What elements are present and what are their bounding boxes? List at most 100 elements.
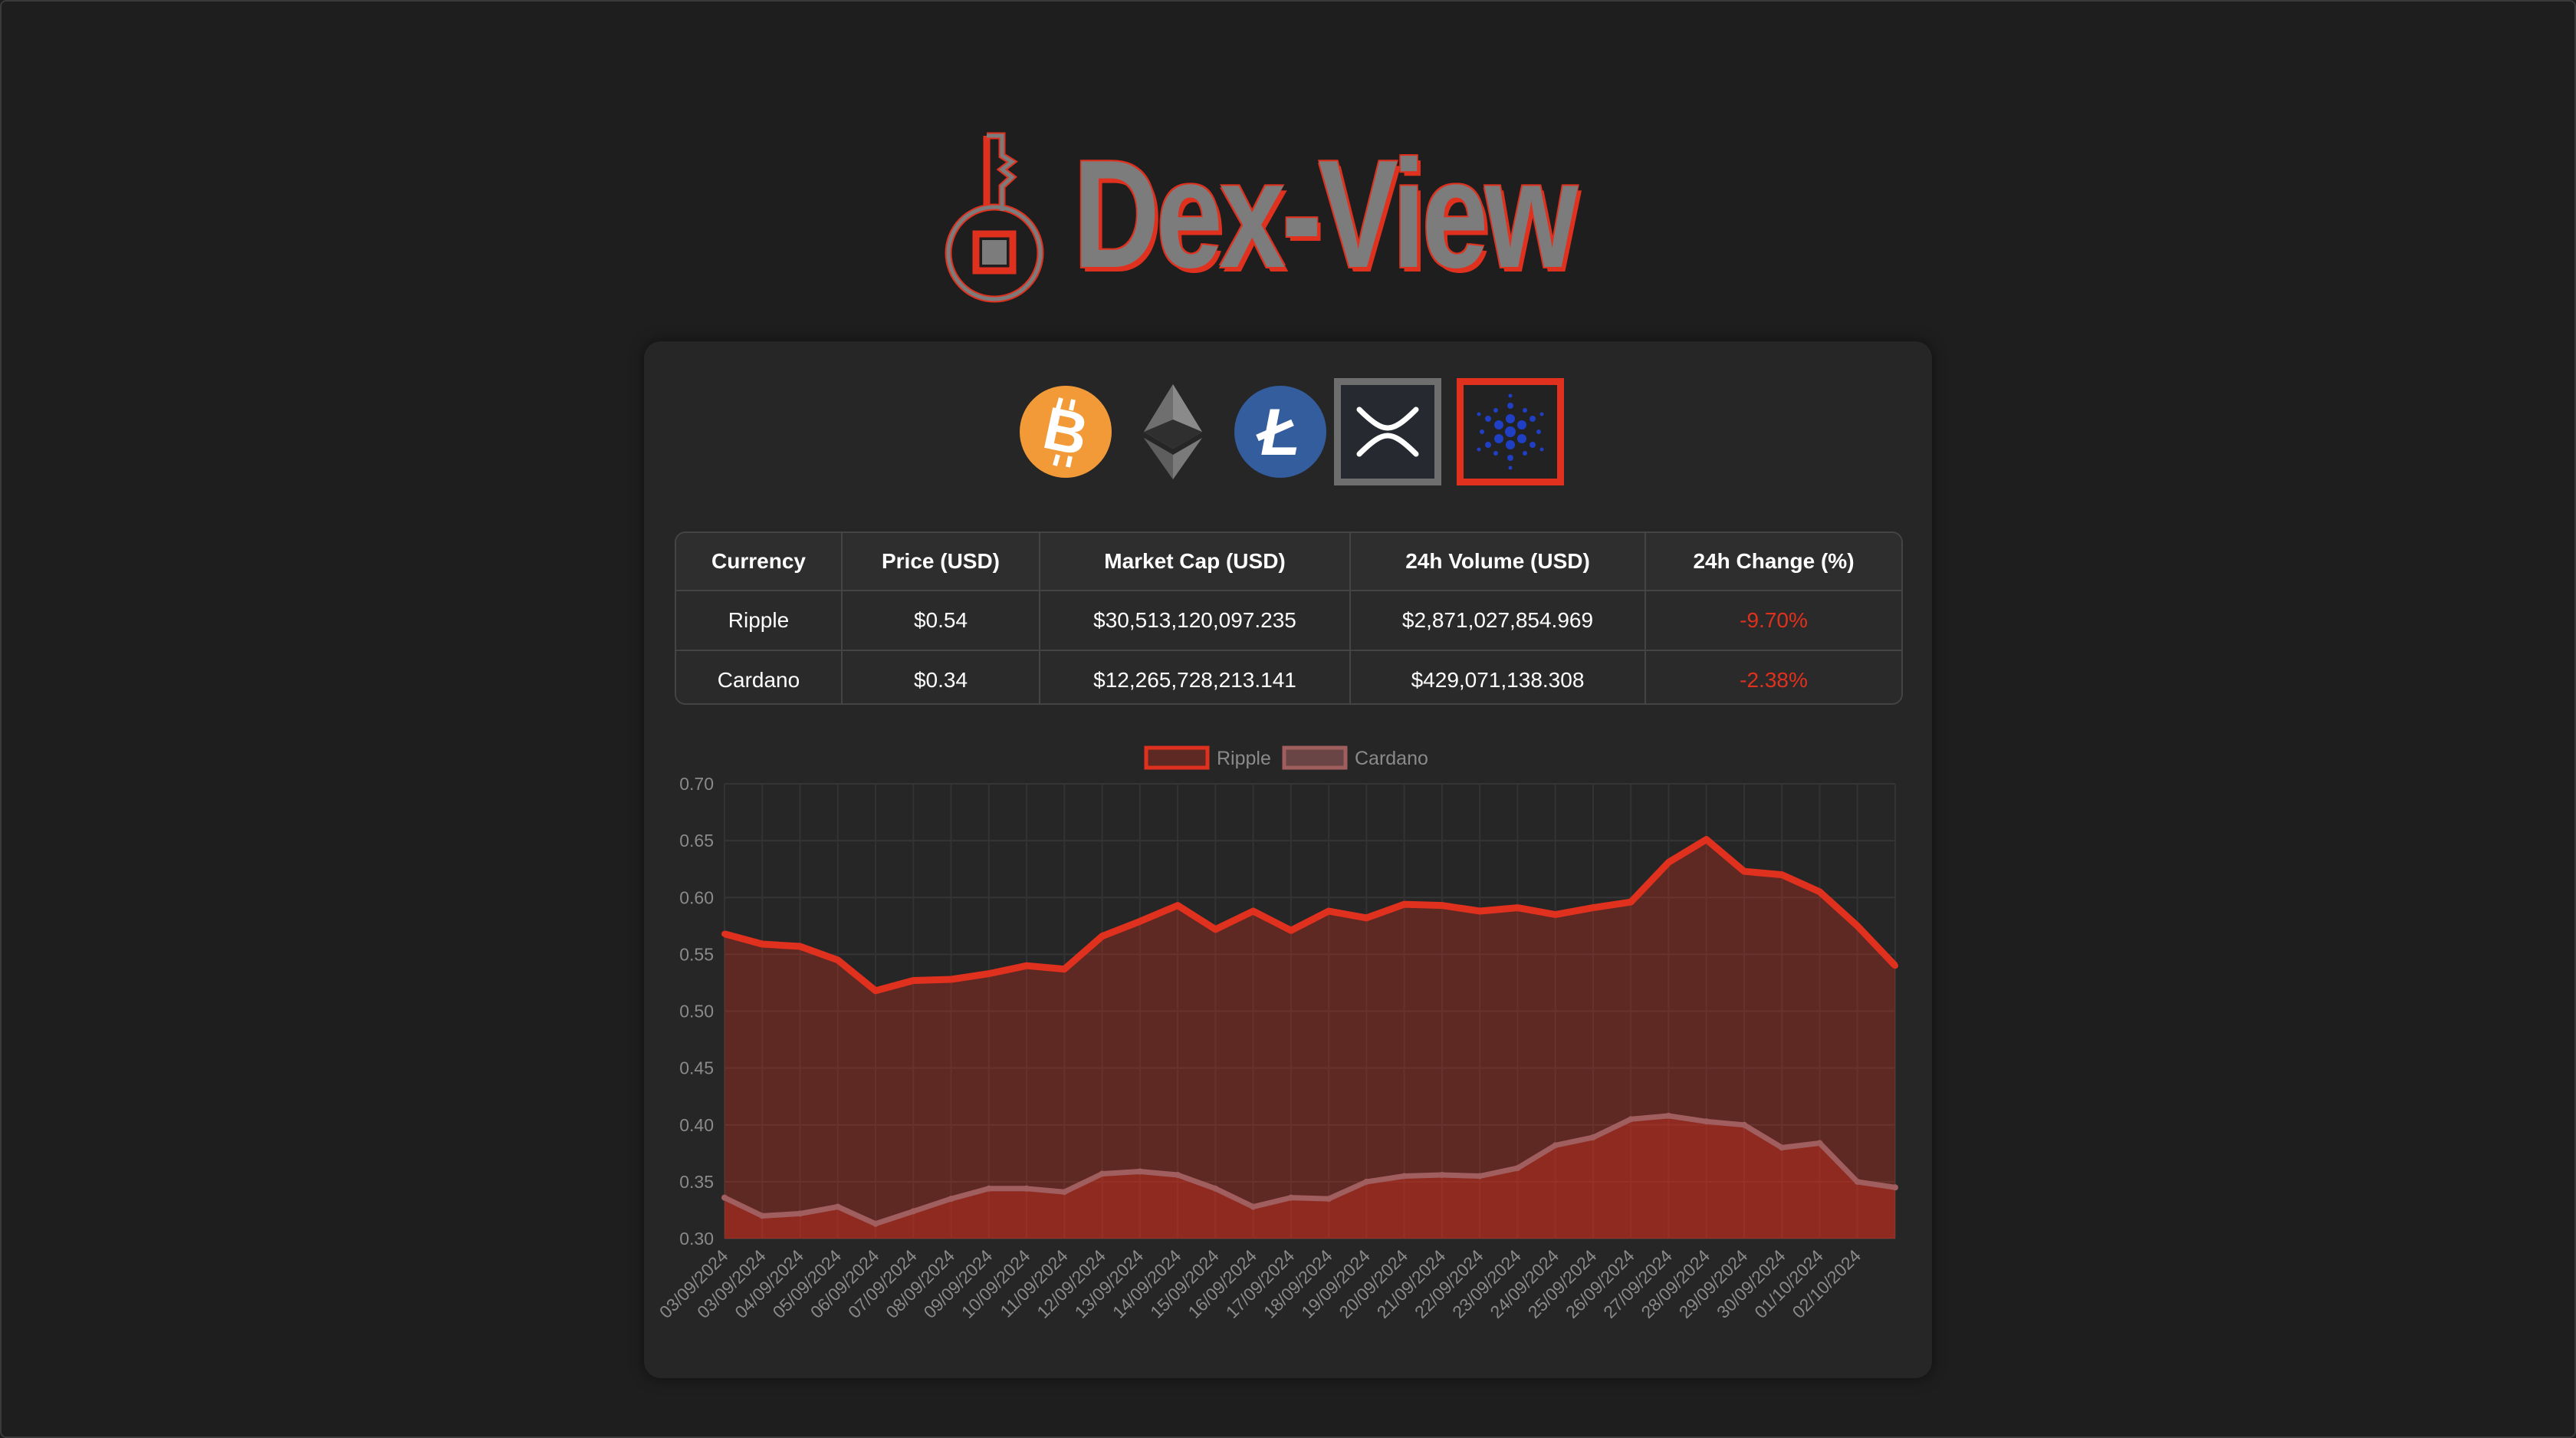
data-point xyxy=(759,1213,766,1219)
cell-change: -2.38% xyxy=(1644,650,1901,703)
cardano-icon xyxy=(1477,393,1544,470)
data-point xyxy=(834,1203,841,1210)
data-point xyxy=(1892,1184,1898,1191)
y-tick-label: 0.55 xyxy=(679,944,714,964)
header-currency: Currency xyxy=(676,533,843,591)
header-market-cap: Market Cap (USD) xyxy=(1039,533,1351,591)
y-tick-label: 0.65 xyxy=(679,831,714,851)
data-point xyxy=(1665,859,1672,866)
y-tick-label: 0.45 xyxy=(679,1058,714,1078)
data-point xyxy=(1175,902,1181,909)
data-point xyxy=(1854,923,1861,930)
legend-label: Ripple xyxy=(1217,748,1271,769)
cell-market-cap: $12,265,728,213.141 xyxy=(1039,650,1351,703)
data-point xyxy=(1477,1173,1484,1180)
table-header-row: Currency Price (USD) Market Cap (USD) 24… xyxy=(676,533,1901,591)
data-point xyxy=(1514,1165,1521,1172)
data-point xyxy=(1250,1203,1257,1210)
ripple-button[interactable] xyxy=(1334,378,1441,485)
data-point xyxy=(948,976,955,982)
data-point xyxy=(1552,1142,1559,1149)
header-price: Price (USD) xyxy=(841,533,1040,591)
data-point xyxy=(1061,1189,1068,1196)
data-point xyxy=(1665,1112,1672,1119)
data-point xyxy=(985,1185,992,1192)
data-point xyxy=(985,970,992,977)
legend-swatch xyxy=(1144,745,1210,770)
data-point xyxy=(1854,1178,1861,1185)
header-volume: 24h Volume (USD) xyxy=(1349,533,1646,591)
coin-selector: B L xyxy=(644,378,1932,493)
data-point xyxy=(1438,902,1445,909)
data-point xyxy=(1326,908,1332,915)
y-tick-label: 0.60 xyxy=(679,887,714,907)
legend-label: Cardano xyxy=(1355,748,1428,769)
currency-table: Currency Price (USD) Market Cap (USD) 24… xyxy=(675,531,1903,705)
app-header: Dex-View xyxy=(928,123,1633,307)
data-point xyxy=(1779,1144,1786,1151)
brand-title: Dex-View xyxy=(1073,129,1578,300)
data-point xyxy=(1099,933,1106,939)
y-tick-label: 0.35 xyxy=(679,1172,714,1192)
data-point xyxy=(797,943,803,949)
data-point xyxy=(910,977,917,984)
data-point xyxy=(1363,1178,1370,1185)
data-point xyxy=(721,1194,728,1201)
litecoin-icon: L xyxy=(1234,386,1326,478)
data-point xyxy=(1552,911,1559,918)
data-point xyxy=(1136,1168,1143,1175)
litecoin-button[interactable]: L xyxy=(1227,378,1334,485)
data-point xyxy=(1438,1171,1445,1178)
series-line-cardano xyxy=(723,1113,1896,1227)
table-row: Ripple $0.54 $30,513,120,097.235 $2,871,… xyxy=(676,590,1901,651)
cell-market-cap: $30,513,120,097.235 xyxy=(1039,590,1351,651)
data-point xyxy=(1740,868,1747,875)
ripple-icon xyxy=(1356,406,1419,457)
data-point xyxy=(797,1210,803,1217)
y-tick-label: 0.70 xyxy=(679,774,714,794)
cell-volume: $2,871,027,854.969 xyxy=(1349,590,1646,651)
data-point xyxy=(1024,1185,1030,1192)
legend-swatch xyxy=(1282,745,1348,770)
data-point xyxy=(1628,1116,1635,1123)
data-point xyxy=(872,987,879,994)
data-point xyxy=(1892,963,1898,969)
data-point xyxy=(1024,963,1030,969)
cell-currency: Cardano xyxy=(676,650,843,703)
ethereum-button[interactable] xyxy=(1119,378,1227,485)
data-point xyxy=(1326,1196,1332,1203)
price-chart: 0.70 0.65 0.60 0.55 0.50 0.45 0.40 0.35 0.30 03/0… xyxy=(659,725,1924,1369)
data-point xyxy=(1212,1185,1219,1192)
series-area-ripple xyxy=(724,839,1895,1239)
ethereum-icon xyxy=(1144,384,1202,479)
dashboard-card: B L xyxy=(644,341,1932,1378)
data-point xyxy=(1287,927,1294,934)
data-point xyxy=(1175,1171,1181,1178)
y-tick-label: 0.50 xyxy=(679,1002,714,1022)
data-point xyxy=(1401,1173,1408,1180)
data-point xyxy=(1589,1134,1596,1141)
data-point xyxy=(1703,1118,1710,1125)
data-point xyxy=(1740,1121,1747,1128)
data-point xyxy=(1099,1170,1106,1177)
cardano-button[interactable] xyxy=(1457,378,1564,485)
cell-volume: $429,071,138.308 xyxy=(1349,650,1646,703)
table-row: Cardano $0.34 $12,265,728,213.141 $429,0… xyxy=(676,650,1901,703)
y-tick-label: 0.40 xyxy=(679,1115,714,1135)
data-point xyxy=(1287,1194,1294,1201)
data-point xyxy=(1363,914,1370,921)
data-point xyxy=(1401,901,1408,908)
data-point xyxy=(1514,904,1521,911)
data-point xyxy=(1779,871,1786,878)
series-line-ripple xyxy=(723,836,1898,995)
data-point xyxy=(948,1196,955,1203)
bitcoin-button[interactable]: B xyxy=(1012,378,1119,485)
data-point xyxy=(1061,966,1068,972)
data-point xyxy=(1816,888,1823,895)
data-point xyxy=(1477,908,1484,915)
key-logo-icon xyxy=(939,127,1054,307)
series-area-cardano xyxy=(724,1115,1895,1239)
cell-price: $0.34 xyxy=(841,650,1040,703)
data-point xyxy=(1136,918,1143,925)
data-point xyxy=(834,956,841,963)
